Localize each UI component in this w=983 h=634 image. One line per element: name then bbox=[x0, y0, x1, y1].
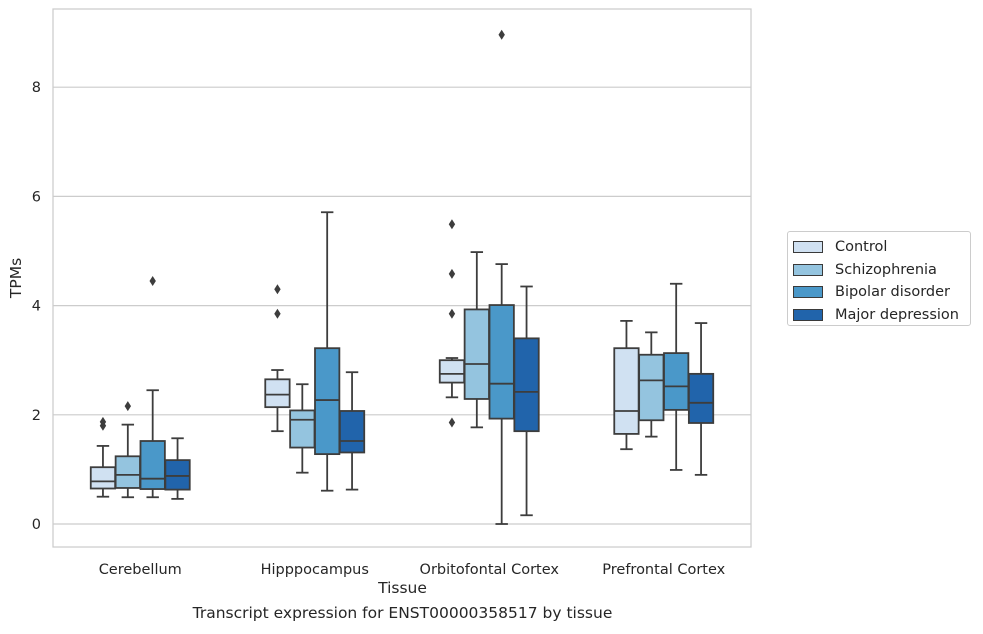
iqr-box bbox=[264, 378, 291, 409]
y-tick-label: 8 bbox=[32, 80, 41, 96]
outlier-point bbox=[448, 268, 456, 279]
legend-item-bipolar-disorder: Bipolar disorder bbox=[793, 281, 970, 304]
iqr-box bbox=[314, 347, 341, 456]
legend-swatch bbox=[793, 308, 823, 321]
y-tick-label: 2 bbox=[32, 408, 41, 424]
box-major-depression bbox=[338, 371, 366, 491]
legend-label: Schizophrenia bbox=[835, 261, 937, 278]
iqr-box bbox=[513, 337, 540, 433]
chart-caption: Transcript expression for ENST0000035851… bbox=[192, 604, 613, 622]
iqr-box bbox=[114, 455, 141, 489]
outlier-point bbox=[124, 401, 132, 412]
box-control bbox=[264, 284, 291, 433]
outlier-point bbox=[448, 219, 456, 230]
box-bipolar-disorder bbox=[314, 211, 341, 492]
y-tick-label: 4 bbox=[32, 299, 41, 315]
legend-item-control: Control bbox=[793, 236, 970, 259]
iqr-box bbox=[164, 459, 191, 491]
legend-swatch bbox=[793, 286, 823, 299]
iqr-box bbox=[89, 466, 117, 490]
outlier-point bbox=[274, 308, 281, 319]
outlier-point bbox=[498, 29, 505, 40]
legend-label: Control bbox=[835, 239, 888, 256]
x-axis-title: Tissue bbox=[378, 579, 427, 597]
box-schizophrenia bbox=[638, 331, 665, 438]
iqr-box bbox=[488, 304, 515, 420]
iqr-box bbox=[613, 347, 640, 435]
x-tick-label: Cerebellum bbox=[99, 562, 182, 578]
box-schizophrenia bbox=[114, 401, 141, 499]
box-series bbox=[89, 29, 715, 525]
x-tick-label: Hipppocampus bbox=[261, 562, 369, 578]
box-control bbox=[438, 219, 466, 428]
x-tick-label: Prefrontal Cortex bbox=[602, 562, 725, 578]
box-control bbox=[613, 319, 640, 451]
y-tick-label: 0 bbox=[32, 517, 41, 533]
y-tick-label: 6 bbox=[32, 189, 41, 205]
box-bipolar-disorder bbox=[139, 276, 166, 499]
iqr-box bbox=[687, 372, 715, 424]
box-major-depression bbox=[513, 285, 540, 517]
box-bipolar-disorder bbox=[488, 29, 515, 525]
iqr-box bbox=[638, 353, 665, 422]
iqr-box bbox=[338, 410, 366, 454]
outlier-point bbox=[448, 308, 456, 319]
iqr-box bbox=[289, 409, 316, 449]
iqr-box bbox=[463, 308, 490, 400]
outlier-point bbox=[274, 284, 281, 295]
box-bipolar-disorder bbox=[663, 282, 690, 471]
outlier-point bbox=[448, 417, 456, 428]
legend-item-major-depression: Major depression bbox=[793, 304, 970, 327]
box-major-depression bbox=[164, 437, 191, 500]
outlier-point bbox=[99, 416, 107, 427]
x-tick-label: Orbitofontal Cortex bbox=[420, 562, 560, 578]
legend-label: Bipolar disorder bbox=[835, 284, 950, 301]
legend-swatch bbox=[793, 263, 823, 276]
box-control bbox=[89, 416, 117, 498]
y-axis-title: TPMs bbox=[7, 258, 25, 299]
legend-swatch bbox=[793, 241, 823, 254]
legend-label: Major depression bbox=[835, 306, 959, 323]
legend-item-schizophrenia: Schizophrenia bbox=[793, 259, 970, 282]
box-schizophrenia bbox=[463, 251, 490, 429]
iqr-box bbox=[438, 359, 466, 384]
legend: Control Schizophrenia Bipolar disorder M… bbox=[787, 231, 971, 326]
outlier-point bbox=[149, 276, 156, 287]
iqr-box bbox=[663, 352, 690, 411]
plot-frame bbox=[52, 8, 752, 548]
box-major-depression bbox=[687, 322, 715, 476]
x-axis: Cerebellum Hipppocampus Orbitofontal Corte… bbox=[99, 562, 726, 578]
y-axis: 0 2 4 6 8 bbox=[32, 80, 41, 533]
box-schizophrenia bbox=[289, 383, 316, 474]
iqr-box bbox=[139, 440, 166, 490]
